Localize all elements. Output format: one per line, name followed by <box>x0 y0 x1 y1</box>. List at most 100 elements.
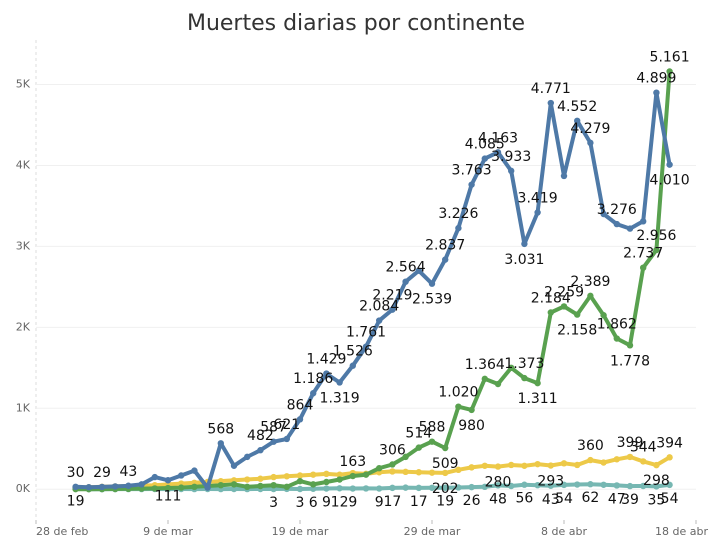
data-label: 26 <box>463 493 481 509</box>
point <box>230 485 238 493</box>
data-label: 111 <box>155 488 182 504</box>
point <box>257 447 264 454</box>
point <box>560 172 568 180</box>
data-label: 30 <box>67 465 85 481</box>
data-label: 4.010 <box>650 173 690 189</box>
x-tick-label: 18 de abr <box>655 525 708 538</box>
data-label: 56 <box>515 491 533 507</box>
point <box>415 267 422 274</box>
point <box>560 460 568 467</box>
point <box>349 485 356 492</box>
point <box>310 481 317 488</box>
point <box>455 466 462 474</box>
data-label: 1.186 <box>293 371 333 387</box>
x-tick-label: 8 de abr <box>541 525 587 538</box>
point <box>600 210 607 218</box>
data-label: 2.084 <box>359 299 399 315</box>
data-label: 3.933 <box>491 149 531 165</box>
point <box>626 482 634 490</box>
point <box>534 379 541 387</box>
point <box>587 292 594 300</box>
point <box>574 117 581 124</box>
point <box>534 460 541 468</box>
point <box>164 484 172 492</box>
x-tick-label: 28 de feb <box>36 525 88 538</box>
data-label: 399 <box>617 435 644 451</box>
point <box>442 469 449 477</box>
point <box>283 473 290 480</box>
point <box>613 335 620 342</box>
data-label: 360 <box>577 438 604 454</box>
point <box>336 471 343 478</box>
point <box>640 218 647 225</box>
data-label: 2.737 <box>623 246 663 262</box>
point <box>402 278 409 285</box>
data-label: 280 <box>485 475 512 491</box>
point <box>600 459 607 466</box>
point <box>296 416 304 423</box>
point <box>336 485 343 492</box>
point <box>323 470 330 478</box>
point <box>138 481 145 488</box>
point <box>521 462 528 469</box>
point <box>376 317 383 324</box>
data-label: 4.085 <box>465 137 505 153</box>
point <box>640 458 647 465</box>
data-label: 1.429 <box>306 352 346 368</box>
point <box>415 484 422 492</box>
point <box>389 461 396 468</box>
point <box>455 224 462 232</box>
point <box>323 485 330 492</box>
x-tick-label: 9 de mar <box>143 525 193 538</box>
data-label: 4.771 <box>531 81 571 97</box>
point <box>521 240 528 248</box>
data-label: 568 <box>207 421 234 437</box>
data-label: 2.158 <box>557 323 597 339</box>
data-label: 2.184 <box>531 290 571 306</box>
point <box>508 364 515 372</box>
point <box>508 461 515 469</box>
point <box>415 444 422 451</box>
point <box>494 482 502 489</box>
data-label: 35 <box>647 492 665 508</box>
point <box>508 167 515 175</box>
point <box>151 473 158 481</box>
point <box>323 370 330 377</box>
point <box>534 481 541 489</box>
data-label: 2.219 <box>372 288 412 304</box>
data-label: 43 <box>542 492 560 508</box>
point <box>666 68 673 75</box>
point <box>389 306 396 313</box>
point <box>204 484 211 491</box>
point <box>455 484 462 491</box>
data-label: 54 <box>555 491 573 507</box>
point <box>428 438 436 445</box>
point <box>336 476 343 483</box>
data-label: 12 <box>331 494 349 510</box>
point <box>640 482 647 490</box>
data-label: 509 <box>432 456 459 472</box>
point <box>191 483 198 491</box>
data-label: 3 <box>269 495 278 511</box>
point <box>270 438 277 445</box>
point <box>389 468 396 475</box>
point <box>468 406 475 414</box>
data-label: 3.276 <box>597 202 637 218</box>
data-label: 587 <box>260 420 287 436</box>
point <box>283 435 290 443</box>
chart-title: Muertes diarias por continente <box>187 11 525 36</box>
point <box>547 482 554 489</box>
point <box>442 256 449 263</box>
point <box>244 476 251 483</box>
point <box>428 280 436 287</box>
data-label: 621 <box>273 417 300 433</box>
data-label: 4.163 <box>478 130 518 146</box>
point <box>534 209 541 216</box>
data-label: 3.763 <box>452 163 492 179</box>
data-label: 1.373 <box>504 356 544 372</box>
point <box>455 403 462 410</box>
point <box>283 483 290 491</box>
data-label: 17 <box>383 494 401 510</box>
point <box>481 375 488 383</box>
data-label: 482 <box>247 428 274 444</box>
